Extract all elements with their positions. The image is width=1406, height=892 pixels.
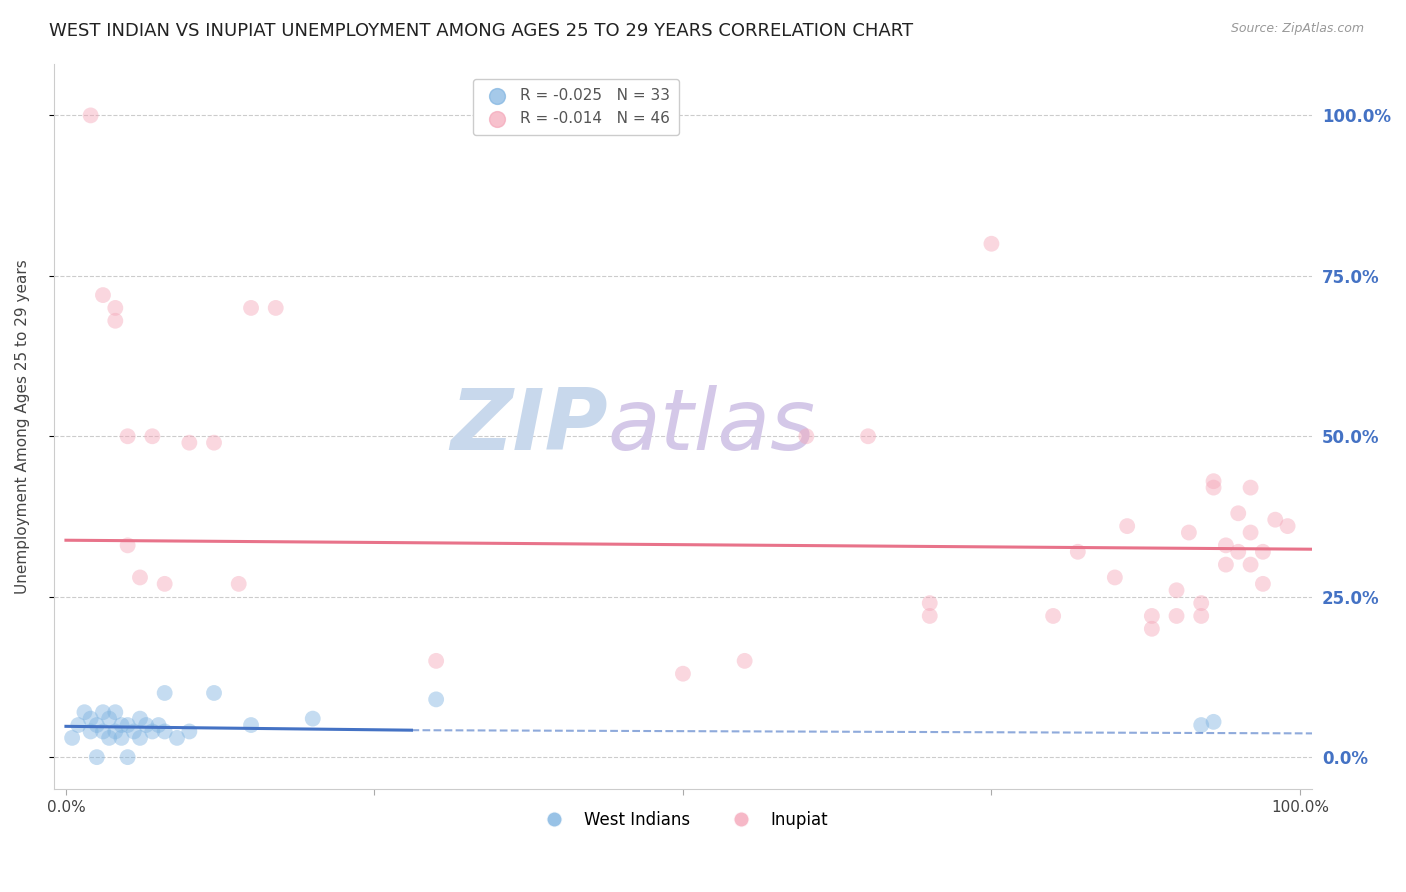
Point <box>1189 609 1212 624</box>
Point <box>264 301 287 315</box>
Point <box>104 314 127 328</box>
Point <box>240 718 263 732</box>
Point <box>1042 609 1064 624</box>
Point <box>91 724 114 739</box>
Point <box>117 718 139 732</box>
Point <box>1239 481 1261 495</box>
Point <box>1178 525 1201 540</box>
Point <box>104 724 127 739</box>
Point <box>79 724 101 739</box>
Point <box>1251 577 1274 591</box>
Point <box>73 705 96 719</box>
Point <box>672 666 695 681</box>
Point <box>1239 525 1261 540</box>
Point <box>91 705 114 719</box>
Point <box>425 692 447 706</box>
Point <box>179 435 201 450</box>
Point <box>1227 545 1250 559</box>
Point <box>86 718 108 732</box>
Point <box>1104 570 1126 584</box>
Point <box>1239 558 1261 572</box>
Point <box>1140 609 1163 624</box>
Point <box>104 301 127 315</box>
Point <box>117 429 139 443</box>
Point <box>1227 506 1250 520</box>
Text: Source: ZipAtlas.com: Source: ZipAtlas.com <box>1230 22 1364 36</box>
Point <box>734 654 756 668</box>
Legend: West Indians, Inupiat: West Indians, Inupiat <box>531 804 835 835</box>
Point <box>98 712 121 726</box>
Point <box>228 577 250 591</box>
Text: WEST INDIAN VS INUPIAT UNEMPLOYMENT AMONG AGES 25 TO 29 YEARS CORRELATION CHART: WEST INDIAN VS INUPIAT UNEMPLOYMENT AMON… <box>49 22 914 40</box>
Point <box>110 718 132 732</box>
Point <box>796 429 818 443</box>
Point <box>1116 519 1139 533</box>
Point <box>202 435 225 450</box>
Point <box>240 301 263 315</box>
Point <box>1202 474 1225 488</box>
Point <box>1277 519 1299 533</box>
Point <box>122 724 145 739</box>
Point <box>129 731 152 745</box>
Point <box>980 236 1002 251</box>
Point <box>1251 545 1274 559</box>
Text: atlas: atlas <box>607 385 815 468</box>
Text: ZIP: ZIP <box>450 385 607 468</box>
Point <box>166 731 188 745</box>
Point <box>301 712 323 726</box>
Point <box>91 288 114 302</box>
Point <box>79 712 101 726</box>
Point <box>86 750 108 764</box>
Point <box>60 731 83 745</box>
Point <box>1166 583 1188 598</box>
Point <box>98 731 121 745</box>
Point <box>79 108 101 122</box>
Point <box>1202 714 1225 729</box>
Point <box>141 724 163 739</box>
Point <box>1215 558 1237 572</box>
Point <box>129 570 152 584</box>
Point <box>1202 481 1225 495</box>
Point <box>1189 718 1212 732</box>
Point <box>153 577 176 591</box>
Point <box>129 712 152 726</box>
Point <box>1140 622 1163 636</box>
Point <box>425 654 447 668</box>
Point <box>179 724 201 739</box>
Point <box>1189 596 1212 610</box>
Point <box>1067 545 1090 559</box>
Point <box>117 750 139 764</box>
Point <box>1166 609 1188 624</box>
Point <box>135 718 157 732</box>
Point <box>104 705 127 719</box>
Point <box>153 724 176 739</box>
Point <box>856 429 879 443</box>
Point <box>67 718 90 732</box>
Point <box>918 596 941 610</box>
Point <box>918 609 941 624</box>
Point <box>1215 538 1237 552</box>
Point <box>153 686 176 700</box>
Point <box>1264 513 1286 527</box>
Point <box>117 538 139 552</box>
Point <box>202 686 225 700</box>
Point <box>110 731 132 745</box>
Point <box>141 429 163 443</box>
Point <box>148 718 170 732</box>
Y-axis label: Unemployment Among Ages 25 to 29 years: Unemployment Among Ages 25 to 29 years <box>15 260 30 594</box>
